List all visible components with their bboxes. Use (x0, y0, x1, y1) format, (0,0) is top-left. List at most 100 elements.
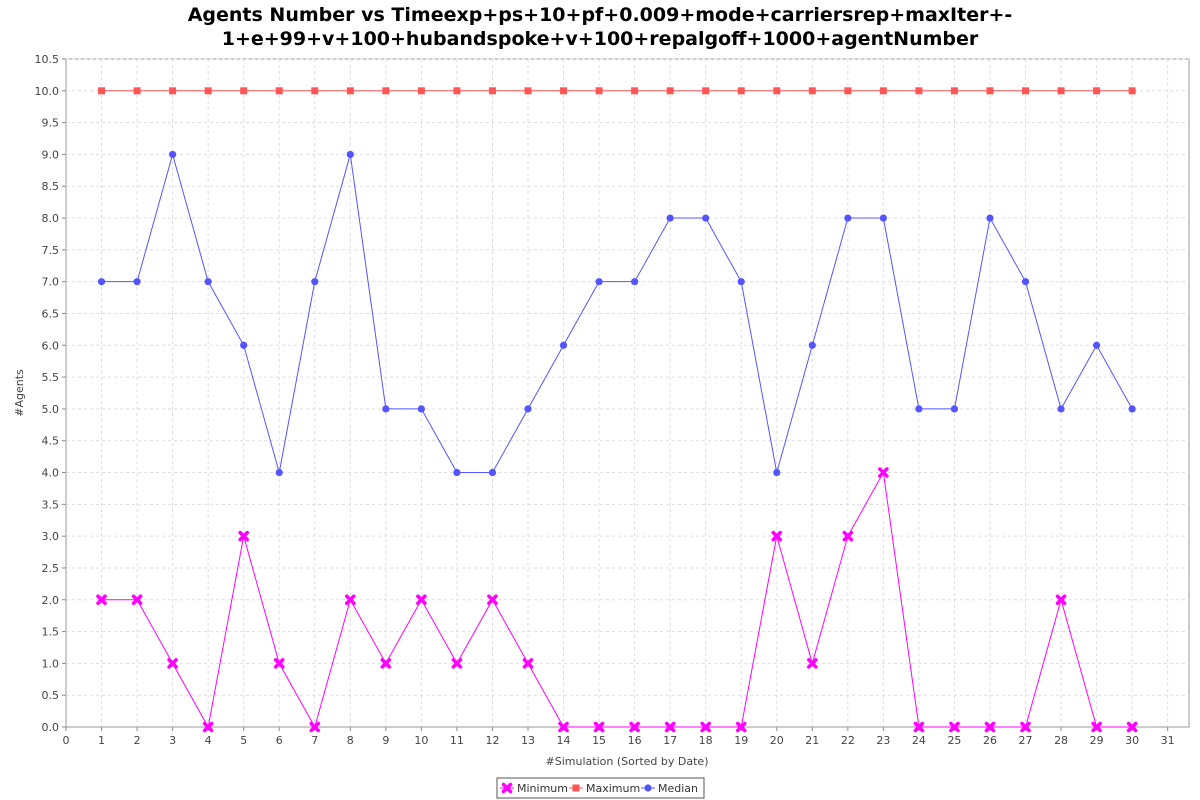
y-tick-label: 2.0 (42, 594, 60, 607)
data-point-minimum (202, 721, 214, 733)
legend-label-maximum: Maximum (586, 782, 640, 795)
y-tick-label: 7.5 (42, 244, 60, 257)
data-point-minimum (238, 530, 249, 542)
x-tick-label: 22 (841, 734, 855, 747)
data-point-median (240, 341, 248, 349)
x-tick-label: 2 (134, 734, 141, 747)
x-tick-label: 24 (912, 734, 926, 747)
x-tick-label: 15 (592, 734, 606, 747)
legend: Minimum Maximum Median (496, 777, 705, 799)
data-point-minimum (593, 721, 605, 733)
x-tick-label: 1 (98, 734, 105, 747)
data-point-minimum (273, 658, 285, 669)
series-maximum (98, 87, 1136, 95)
data-point-minimum (1091, 721, 1102, 733)
data-point-minimum (878, 467, 889, 478)
y-tick-label: 10.0 (35, 85, 60, 98)
x-tick-label: 26 (983, 734, 997, 747)
x-tick-label: 21 (805, 734, 819, 747)
data-point-minimum (735, 721, 747, 733)
data-point-median (311, 278, 319, 286)
data-point-maximum (560, 87, 568, 95)
y-tick-label: 7.0 (42, 276, 60, 289)
data-point-minimum (131, 594, 143, 606)
data-point-maximum (950, 87, 958, 95)
data-point-maximum (453, 87, 461, 95)
data-point-median (169, 150, 177, 159)
data-point-median (133, 278, 141, 286)
x-tick-label: 23 (876, 734, 890, 747)
x-tick-label: 14 (557, 734, 571, 747)
data-point-maximum (382, 87, 390, 95)
data-point-maximum (311, 87, 319, 95)
legend-label-median: Median (658, 782, 698, 795)
y-tick-label: 0.0 (42, 721, 60, 734)
data-point-maximum (595, 87, 603, 95)
data-point-median (204, 278, 212, 286)
data-point-maximum (346, 87, 354, 95)
y-tick-label: 8.5 (42, 180, 60, 193)
x-tick-label: 3 (169, 734, 176, 747)
data-point-maximum (1128, 87, 1136, 95)
y-tick-label: 3.5 (42, 498, 60, 511)
data-point-maximum (1093, 87, 1101, 95)
data-point-median (950, 405, 959, 413)
data-point-maximum (631, 87, 639, 95)
data-point-maximum (275, 87, 283, 95)
data-point-median (524, 405, 532, 413)
data-point-maximum (133, 87, 141, 95)
x-axis-title: #Simulation (Sorted by Date) (546, 755, 709, 768)
chart-title-line-1: Agents Number vs Timeexp+ps+10+pf+0.009+… (188, 4, 1013, 26)
data-point-median (808, 341, 816, 349)
y-tick-label: 10.5 (35, 53, 60, 66)
data-point-minimum (949, 721, 960, 733)
data-point-median (1128, 405, 1136, 413)
data-point-minimum (309, 721, 321, 733)
legend-item-median: Median (641, 782, 698, 795)
data-point-minimum (558, 721, 569, 733)
x-tick-label: 13 (521, 734, 535, 747)
legend-item-maximum: Maximum (569, 782, 640, 795)
x-tick-label: 16 (628, 734, 642, 747)
data-point-maximum (240, 87, 248, 95)
legend-label-minimum: Minimum (517, 782, 568, 795)
data-point-maximum (986, 87, 994, 95)
y-tick-label: 6.5 (42, 307, 60, 320)
plot-area (65, 58, 1190, 728)
data-point-minimum (451, 658, 463, 669)
grid (66, 58, 1189, 727)
data-point-median (417, 405, 425, 413)
data-point-maximum (204, 87, 212, 95)
data-point-median (666, 214, 674, 222)
data-point-median (1057, 405, 1065, 413)
data-point-maximum (524, 87, 532, 95)
data-point-maximum (915, 87, 923, 95)
x-tick-label: 5 (240, 734, 247, 747)
data-point-minimum (806, 658, 818, 669)
data-point-minimum (913, 721, 925, 733)
data-point-minimum (487, 594, 498, 606)
data-point-minimum (522, 658, 534, 669)
series-line-median (101, 152, 1133, 474)
data-point-maximum (98, 87, 106, 95)
data-point-median (382, 405, 390, 413)
y-tick-label: 1.5 (42, 626, 60, 639)
x-tick-label: 17 (663, 734, 677, 747)
y-tick-label: 9.5 (42, 117, 60, 130)
data-point-minimum (664, 721, 676, 733)
data-point-minimum (629, 721, 640, 733)
data-point-minimum (96, 594, 107, 606)
y-tick-label: 1.0 (42, 657, 60, 670)
x-tick-label: 29 (1090, 734, 1104, 747)
data-point-median (844, 214, 852, 222)
x-tick-label: 18 (699, 734, 713, 747)
chart-title-line-2: 1+e+99+v+100+hubandspoke+v+100+repalgoff… (222, 28, 979, 50)
data-point-minimum (984, 721, 996, 733)
data-point-median (737, 278, 745, 286)
data-point-median (1093, 341, 1101, 349)
legend-marker-maximum (572, 784, 580, 792)
data-point-minimum (380, 658, 392, 669)
y-tick-label: 6.0 (42, 339, 60, 352)
data-point-minimum (842, 530, 854, 542)
